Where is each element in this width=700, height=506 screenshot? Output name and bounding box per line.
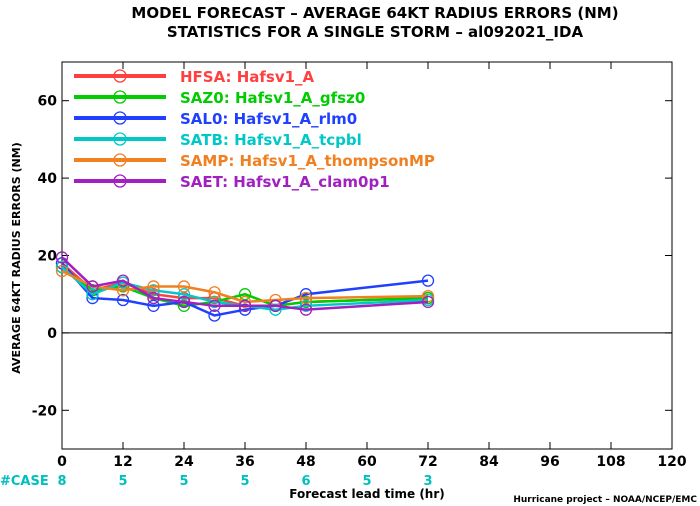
- case-count: 5: [118, 474, 127, 489]
- x-axis: 0 12 24 36 48 60 72 84 96 108 120: [57, 62, 687, 470]
- series-point: [208, 299, 221, 312]
- case-count-row: #CASE 8 5 5 5 6 5 3: [0, 474, 433, 489]
- series-point: [177, 280, 191, 293]
- case-count-label: #CASE: [0, 474, 49, 489]
- series-point: [269, 299, 282, 312]
- legend-marker: [113, 90, 127, 104]
- x-tick-label: 12: [113, 454, 132, 470]
- x-tick-label: 36: [235, 454, 254, 470]
- x-tick-label: 120: [657, 454, 686, 470]
- legend-label: SATB: Hafsv1_A_tcpbl: [180, 131, 362, 149]
- series-point: [86, 280, 99, 293]
- series-point: [55, 251, 69, 264]
- case-count: 3: [423, 474, 432, 489]
- legend-marker: [113, 69, 127, 83]
- series-point: [208, 286, 221, 299]
- series-point: [238, 303, 252, 316]
- legend-label: SAZ0: Hafsv1_A_gfsz0: [180, 89, 365, 107]
- series-point: [299, 295, 313, 309]
- case-count: 6: [301, 474, 310, 489]
- x-tick-label: 60: [357, 454, 377, 470]
- series-point: [269, 303, 282, 316]
- legend-label: SAET: Hafsv1_A_clam0p1: [180, 173, 390, 191]
- series-line: [61, 269, 429, 304]
- series-point: [116, 284, 130, 297]
- case-count: 5: [362, 474, 371, 489]
- case-count: 8: [57, 474, 66, 489]
- legend: HFSA: Hafsv1_A SAZ0: Hafsv1_A_gfsz0 SAL0: …: [74, 68, 435, 191]
- x-tick-label: 24: [174, 454, 194, 470]
- legend-marker: [113, 153, 127, 167]
- series-point: [55, 264, 69, 278]
- y-axis-label: AVERAGE 64KT RADIUS ERRORS (NM): [10, 142, 23, 373]
- y-tick-label: 60: [38, 94, 58, 110]
- series-point: [86, 288, 99, 301]
- series-point: [147, 299, 160, 312]
- series-point: [421, 289, 435, 303]
- series-point: [116, 293, 130, 307]
- legend-marker: [113, 132, 127, 146]
- series-point: [421, 295, 435, 309]
- y-tick-label: 0: [47, 326, 57, 342]
- series-group: [55, 264, 435, 309]
- y-tick-label: 40: [38, 171, 58, 187]
- x-tick-label: 84: [479, 454, 499, 470]
- series-point: [116, 274, 130, 287]
- case-count: 5: [240, 474, 249, 489]
- series-point: [55, 260, 69, 274]
- series-point: [147, 284, 160, 297]
- plot-area: [61, 61, 673, 450]
- legend-label: SAMP: Hafsv1_A_thompsonMP: [180, 152, 435, 170]
- x-tick-label: 48: [296, 454, 315, 470]
- chart-title-line-1: MODEL FORECAST – AVERAGE 64KT RADIUS ERR…: [131, 4, 618, 22]
- legend-label: SAL0: Hafsv1_A_rlm0: [180, 110, 357, 128]
- series-point: [177, 288, 191, 301]
- series-point: [208, 295, 221, 309]
- series-point: [177, 295, 191, 309]
- x-tick-label: 96: [540, 454, 559, 470]
- x-tick-label: 108: [596, 454, 625, 470]
- y-tick-label: 20: [38, 249, 58, 265]
- series-layer: [55, 251, 435, 322]
- footer-credit: Hurricane project – NOAA/NCEP/EMC: [513, 495, 697, 505]
- y-tick-label: -20: [32, 403, 58, 419]
- series-point: [208, 309, 221, 322]
- series-point: [299, 299, 313, 312]
- legend-marker: [113, 174, 127, 188]
- series-group: [55, 251, 435, 316]
- chart-title-line-2: STATISTICS FOR A SINGLE STORM – al092021…: [167, 23, 584, 41]
- series-line: [61, 256, 429, 311]
- series-point: [238, 295, 252, 309]
- legend-label: HFSA: Hafsv1_A: [180, 68, 315, 86]
- series-point: [421, 274, 435, 287]
- series-point: [299, 303, 313, 316]
- x-tick-label: 0: [57, 454, 67, 470]
- x-tick-label: 72: [418, 454, 437, 470]
- x-axis-label: Forecast lead time (hr): [289, 487, 445, 501]
- case-count: 5: [179, 474, 188, 489]
- series-point: [147, 291, 160, 305]
- y-axis: -20 0 20 40 60: [32, 94, 672, 419]
- series-point: [238, 299, 252, 312]
- legend-marker: [113, 111, 127, 125]
